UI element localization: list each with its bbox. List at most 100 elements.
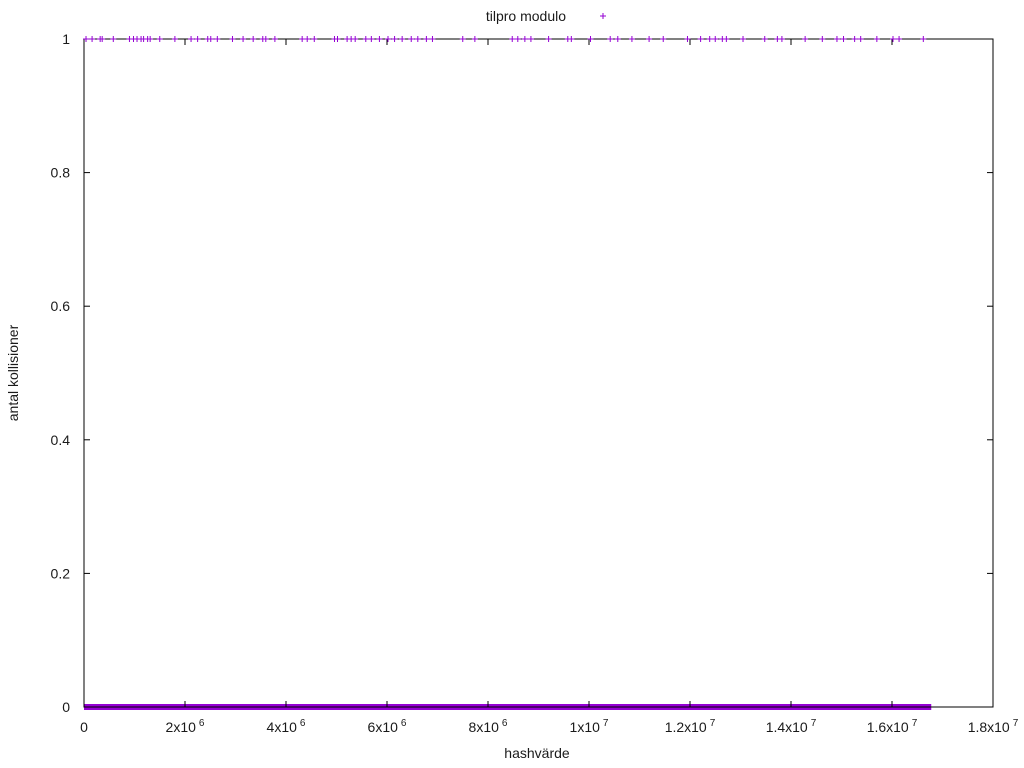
data-point (188, 36, 195, 42)
data-point (311, 36, 318, 42)
x-tick-label: 1.8x10 7 (968, 718, 1019, 735)
data-point (646, 36, 653, 42)
x-tick-exponent: 7 (811, 718, 817, 729)
data-point (723, 36, 730, 42)
data-point (840, 36, 847, 42)
data-point (587, 36, 594, 42)
data-point (156, 36, 163, 42)
data-point (408, 36, 415, 42)
x-tick-mantissa: 4x10 (267, 719, 298, 735)
x-tick-exponent: 6 (199, 718, 205, 729)
x-tick-label: 2x10 6 (166, 718, 205, 735)
data-point (628, 36, 635, 42)
data-point (99, 36, 106, 42)
x-tick-label: 6x10 6 (368, 718, 407, 735)
legend-marker-plus-icon (600, 13, 606, 19)
tick-labels: 00.20.40.60.810 2x10 6 4x10 6 6x10 6 8x10 6 1x10 7… (51, 31, 1019, 735)
data-point (896, 36, 903, 42)
data-point (207, 36, 214, 42)
data-point (399, 36, 406, 42)
y-tick-label: 0.6 (51, 298, 71, 314)
data-point (833, 36, 840, 42)
x-tick-mantissa: 1.8x10 (968, 719, 1010, 735)
x-tick-exponent: 6 (401, 718, 407, 729)
data-point (299, 36, 306, 42)
x-tick-label: 8x10 6 (469, 718, 508, 735)
data-point (660, 36, 667, 42)
plot-frame (83, 38, 994, 708)
data-point (214, 36, 221, 42)
data-point (706, 36, 713, 42)
data-point (304, 36, 311, 42)
data-point (819, 36, 826, 42)
x-tick-label: 4x10 6 (267, 718, 306, 735)
data-point (423, 36, 430, 42)
data-point (271, 36, 278, 42)
data-point (459, 36, 466, 42)
data-point (110, 36, 117, 42)
data-point (89, 36, 96, 42)
y-tick-label: 1 (62, 31, 70, 47)
data-point (761, 36, 768, 42)
x-tick-label: 1.2x10 7 (665, 718, 716, 735)
data-points (83, 36, 927, 42)
legend-plus-mark (600, 13, 606, 19)
data-point (873, 36, 880, 42)
legend: tilpro modulo (486, 8, 606, 24)
data-point (147, 36, 154, 42)
data-point (391, 36, 398, 42)
data-point (83, 36, 90, 42)
x-tick-mantissa: 1.6x10 (867, 719, 909, 735)
data-point (514, 36, 521, 42)
data-point (890, 36, 897, 42)
x-tick-label: 1x10 7 (570, 718, 609, 735)
x-tick-mantissa: 1x10 (570, 719, 601, 735)
data-point (352, 36, 359, 42)
data-point (385, 36, 392, 42)
x-tick-exponent: 6 (300, 718, 306, 729)
x-tick-exponent: 7 (1013, 718, 1019, 729)
data-point (376, 36, 383, 42)
data-point (229, 36, 236, 42)
data-point (429, 36, 436, 42)
data-point (851, 36, 858, 42)
y-tick-label: 0.2 (51, 565, 71, 581)
data-point (607, 36, 614, 42)
x-tick-label: 0 (80, 719, 88, 735)
y-tick-label: 0.4 (51, 432, 71, 448)
x-tick-mantissa: 0 (80, 719, 88, 735)
y-axis-label: antal kollisioner (5, 324, 21, 421)
x-tick-mantissa: 1.2x10 (665, 719, 707, 735)
x-tick-exponent: 7 (603, 718, 609, 729)
data-point (334, 36, 341, 42)
data-point (262, 36, 269, 42)
data-point (568, 36, 575, 42)
data-point (171, 36, 178, 42)
data-point (240, 36, 247, 42)
data-point (778, 36, 785, 42)
data-point (697, 36, 704, 42)
legend-label: tilpro modulo (486, 8, 566, 24)
data-point (521, 36, 528, 42)
data-point (740, 36, 747, 42)
data-point (684, 36, 691, 42)
x-tick-label: 1.4x10 7 (766, 718, 817, 735)
x-tick-exponent: 6 (502, 718, 508, 729)
x-tick-label: 1.6x10 7 (867, 718, 918, 735)
data-point (527, 36, 534, 42)
x-tick-mantissa: 1.4x10 (766, 719, 808, 735)
data-point (712, 36, 719, 42)
data-point (614, 36, 621, 42)
x-axis-label: hashvärde (504, 745, 570, 761)
data-point (250, 36, 257, 42)
x-tick-mantissa: 8x10 (469, 719, 500, 735)
data-point (471, 36, 478, 42)
data-point (545, 36, 552, 42)
x-tick-mantissa: 6x10 (368, 719, 399, 735)
x-tick-exponent: 7 (710, 718, 716, 729)
data-point (194, 36, 201, 42)
data-point (920, 36, 927, 42)
data-point (414, 36, 421, 42)
data-point (368, 36, 375, 42)
